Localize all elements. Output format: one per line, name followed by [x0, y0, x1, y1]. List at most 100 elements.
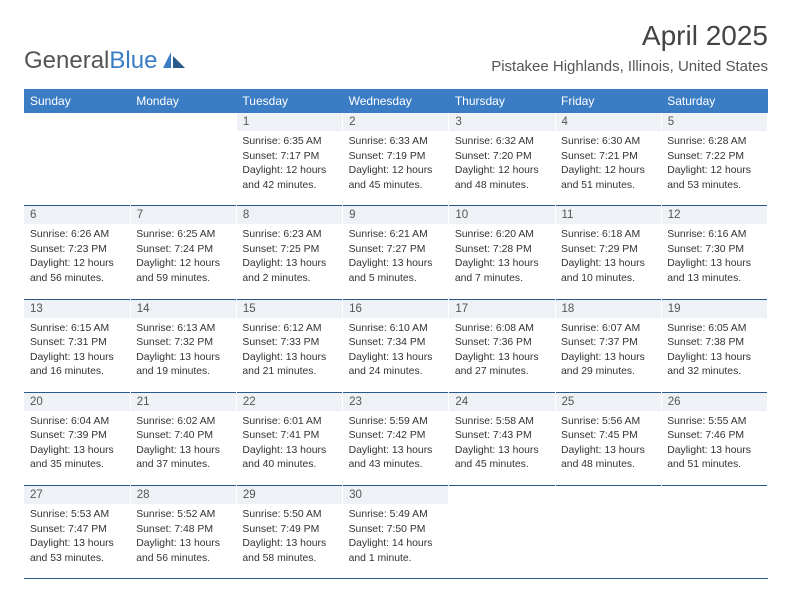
month-title: April 2025: [491, 20, 768, 52]
daylight-line: Daylight: 13 hours and 27 minutes.: [455, 351, 549, 380]
day-detail-cell: [555, 504, 661, 579]
sunrise-line: Sunrise: 6:15 AM: [30, 322, 124, 337]
daylight-line: Daylight: 12 hours and 45 minutes.: [349, 164, 443, 193]
daylight-line: Daylight: 13 hours and 40 minutes.: [242, 444, 336, 473]
day-detail-cell: Sunrise: 5:59 AMSunset: 7:42 PMDaylight:…: [343, 411, 449, 486]
sunset-line: Sunset: 7:21 PM: [561, 150, 655, 165]
sunset-line: Sunset: 7:17 PM: [242, 150, 336, 165]
day-detail-cell: Sunrise: 5:52 AMSunset: 7:48 PMDaylight:…: [130, 504, 236, 579]
sunrise-line: Sunrise: 5:49 AM: [349, 508, 443, 523]
day-number-cell: 13: [24, 299, 130, 318]
detail-row: Sunrise: 6:04 AMSunset: 7:39 PMDaylight:…: [24, 411, 768, 486]
weekday-header: Sunday: [24, 89, 130, 113]
sunrise-line: Sunrise: 6:20 AM: [455, 228, 549, 243]
daylight-line: Daylight: 13 hours and 51 minutes.: [667, 444, 761, 473]
sunrise-line: Sunrise: 6:32 AM: [455, 135, 549, 150]
daylight-line: Daylight: 13 hours and 7 minutes.: [455, 257, 549, 286]
daylight-line: Daylight: 13 hours and 45 minutes.: [455, 444, 549, 473]
sunrise-line: Sunrise: 5:50 AM: [242, 508, 336, 523]
logo-text-general: General: [24, 47, 109, 74]
sunrise-line: Sunrise: 6:28 AM: [667, 135, 761, 150]
day-number-cell: 27: [24, 486, 130, 505]
sunrise-line: Sunrise: 6:04 AM: [30, 415, 124, 430]
day-number-cell: 28: [130, 486, 236, 505]
day-number-cell: 10: [449, 206, 555, 225]
day-number-cell: [555, 486, 661, 505]
daylight-line: Daylight: 13 hours and 24 minutes.: [349, 351, 443, 380]
sunset-line: Sunset: 7:34 PM: [349, 336, 443, 351]
sunset-line: Sunset: 7:47 PM: [30, 523, 124, 538]
day-number-cell: [661, 486, 767, 505]
day-detail-cell: Sunrise: 6:16 AMSunset: 7:30 PMDaylight:…: [661, 224, 767, 299]
day-detail-cell: Sunrise: 5:58 AMSunset: 7:43 PMDaylight:…: [449, 411, 555, 486]
day-detail-cell: Sunrise: 6:15 AMSunset: 7:31 PMDaylight:…: [24, 318, 130, 393]
day-detail-cell: Sunrise: 6:30 AMSunset: 7:21 PMDaylight:…: [555, 131, 661, 206]
sunrise-line: Sunrise: 6:10 AM: [349, 322, 443, 337]
day-number-cell: 16: [343, 299, 449, 318]
day-number-cell: [130, 113, 236, 131]
day-detail-cell: Sunrise: 6:21 AMSunset: 7:27 PMDaylight:…: [343, 224, 449, 299]
sunrise-line: Sunrise: 6:25 AM: [136, 228, 230, 243]
calendar-table: SundayMondayTuesdayWednesdayThursdayFrid…: [24, 89, 768, 579]
day-number-cell: 4: [555, 113, 661, 131]
weekday-header: Thursday: [449, 89, 555, 113]
sunrise-line: Sunrise: 6:35 AM: [242, 135, 336, 150]
day-detail-cell: Sunrise: 6:13 AMSunset: 7:32 PMDaylight:…: [130, 318, 236, 393]
day-number-cell: [24, 113, 130, 131]
weekday-header: Tuesday: [236, 89, 342, 113]
daylight-line: Daylight: 13 hours and 56 minutes.: [136, 537, 230, 566]
sunset-line: Sunset: 7:33 PM: [242, 336, 336, 351]
day-detail-cell: Sunrise: 6:08 AMSunset: 7:36 PMDaylight:…: [449, 318, 555, 393]
sunrise-line: Sunrise: 5:56 AM: [561, 415, 655, 430]
weekday-header: Wednesday: [343, 89, 449, 113]
sunset-line: Sunset: 7:31 PM: [30, 336, 124, 351]
day-number-cell: 14: [130, 299, 236, 318]
sunrise-line: Sunrise: 6:18 AM: [561, 228, 655, 243]
sunset-line: Sunset: 7:48 PM: [136, 523, 230, 538]
day-detail-cell: Sunrise: 5:49 AMSunset: 7:50 PMDaylight:…: [343, 504, 449, 579]
sunrise-line: Sunrise: 6:02 AM: [136, 415, 230, 430]
header: GeneralBlue April 2025 Pistakee Highland…: [24, 20, 768, 75]
day-number-cell: 5: [661, 113, 767, 131]
daylight-line: Daylight: 13 hours and 13 minutes.: [667, 257, 761, 286]
sunrise-line: Sunrise: 5:55 AM: [667, 415, 761, 430]
day-detail-cell: Sunrise: 6:25 AMSunset: 7:24 PMDaylight:…: [130, 224, 236, 299]
daylight-line: Daylight: 12 hours and 48 minutes.: [455, 164, 549, 193]
sunrise-line: Sunrise: 5:52 AM: [136, 508, 230, 523]
day-detail-cell: Sunrise: 6:28 AMSunset: 7:22 PMDaylight:…: [661, 131, 767, 206]
sunset-line: Sunset: 7:27 PM: [349, 243, 443, 258]
sunset-line: Sunset: 7:25 PM: [242, 243, 336, 258]
title-block: April 2025 Pistakee Highlands, Illinois,…: [491, 20, 768, 75]
sunset-line: Sunset: 7:30 PM: [667, 243, 761, 258]
daylight-line: Daylight: 12 hours and 56 minutes.: [30, 257, 124, 286]
daylight-line: Daylight: 13 hours and 29 minutes.: [561, 351, 655, 380]
sunrise-line: Sunrise: 6:30 AM: [561, 135, 655, 150]
day-detail-cell: Sunrise: 6:12 AMSunset: 7:33 PMDaylight:…: [236, 318, 342, 393]
day-number-cell: 26: [661, 392, 767, 411]
sunrise-line: Sunrise: 5:53 AM: [30, 508, 124, 523]
detail-row: Sunrise: 6:26 AMSunset: 7:23 PMDaylight:…: [24, 224, 768, 299]
daylight-line: Daylight: 13 hours and 48 minutes.: [561, 444, 655, 473]
day-detail-cell: Sunrise: 6:07 AMSunset: 7:37 PMDaylight:…: [555, 318, 661, 393]
day-detail-cell: Sunrise: 5:56 AMSunset: 7:45 PMDaylight:…: [555, 411, 661, 486]
daylight-line: Daylight: 12 hours and 42 minutes.: [242, 164, 336, 193]
day-detail-cell: Sunrise: 6:32 AMSunset: 7:20 PMDaylight:…: [449, 131, 555, 206]
day-detail-cell: Sunrise: 6:20 AMSunset: 7:28 PMDaylight:…: [449, 224, 555, 299]
sunrise-line: Sunrise: 5:58 AM: [455, 415, 549, 430]
location: Pistakee Highlands, Illinois, United Sta…: [491, 58, 768, 75]
daylight-line: Daylight: 13 hours and 21 minutes.: [242, 351, 336, 380]
sunrise-line: Sunrise: 5:59 AM: [349, 415, 443, 430]
daylight-line: Daylight: 13 hours and 32 minutes.: [667, 351, 761, 380]
day-number-cell: 6: [24, 206, 130, 225]
day-detail-cell: Sunrise: 6:35 AMSunset: 7:17 PMDaylight:…: [236, 131, 342, 206]
day-number-cell: 24: [449, 392, 555, 411]
day-detail-cell: [130, 131, 236, 206]
day-number-cell: 21: [130, 392, 236, 411]
sunrise-line: Sunrise: 6:26 AM: [30, 228, 124, 243]
logo-text-blue: Blue: [109, 47, 157, 74]
day-number-cell: 2: [343, 113, 449, 131]
day-number-cell: 11: [555, 206, 661, 225]
daylight-line: Daylight: 13 hours and 10 minutes.: [561, 257, 655, 286]
logo-text: GeneralBlue: [24, 47, 157, 75]
sunset-line: Sunset: 7:37 PM: [561, 336, 655, 351]
